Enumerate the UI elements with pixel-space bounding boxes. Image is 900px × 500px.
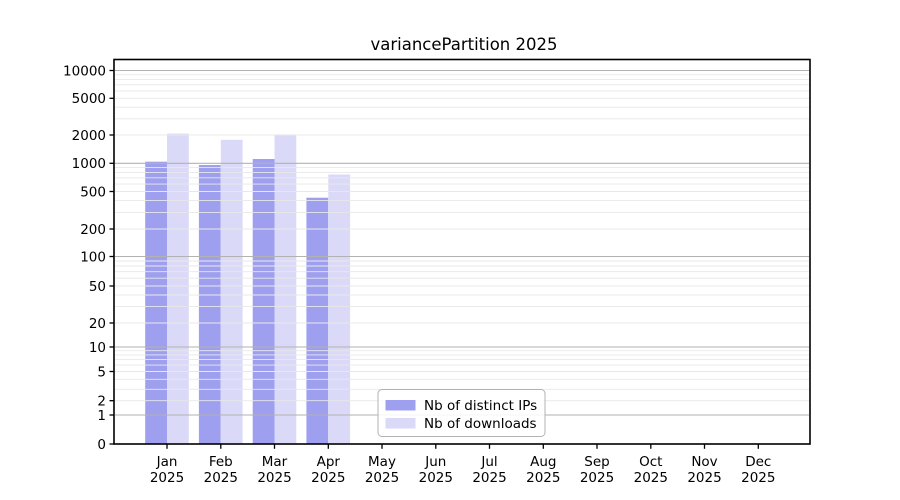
tick-labels-layer: 012510205010020050010002000500010000Jan2… — [63, 63, 775, 486]
x-tick-label-dec: Dec — [745, 454, 771, 470]
x-tick-year-may: 2025 — [365, 470, 399, 486]
plot-border — [113, 58, 811, 445]
y-tick-label-10: 10 — [89, 340, 106, 356]
bar-downloads-jan — [167, 133, 189, 444]
x-tick-label-oct: Oct — [639, 454, 662, 470]
bar-distinct-ips-feb — [198, 165, 221, 444]
y-tick-label-2: 2 — [97, 394, 106, 410]
y-tick-label-1000: 1000 — [72, 156, 106, 172]
x-tick-label-mar: Mar — [262, 454, 288, 470]
bar-distinct-ips-apr — [306, 197, 329, 444]
x-tick-year-apr: 2025 — [311, 470, 345, 486]
legend-box — [377, 389, 546, 437]
x-tick-label-jan: Jan — [156, 454, 178, 470]
y-tick-label-10000: 10000 — [63, 63, 106, 79]
x-tick-year-oct: 2025 — [634, 470, 668, 486]
y-tick-label-5: 5 — [97, 364, 106, 380]
y-tick-label-2000: 2000 — [72, 128, 106, 144]
x-tick-label-jun: Jun — [424, 454, 446, 470]
x-tick-year-jan: 2025 — [150, 470, 184, 486]
axes-layer — [109, 58, 811, 449]
x-tick-year-sep: 2025 — [580, 470, 614, 486]
bars-layer — [145, 133, 351, 445]
x-tick-label-sep: Sep — [584, 454, 609, 470]
bar-downloads-apr — [328, 174, 351, 444]
x-tick-label-aug: Aug — [530, 454, 556, 470]
y-tick-label-100: 100 — [80, 249, 106, 265]
x-tick-year-feb: 2025 — [204, 470, 238, 486]
bar-downloads-feb — [220, 139, 243, 445]
legend: Nb of distinct IPs Nb of downloads — [377, 389, 546, 437]
y-tick-label-1: 1 — [97, 408, 106, 424]
x-tick-year-jun: 2025 — [419, 470, 453, 486]
gridlines-layer — [114, 69, 810, 416]
legend-label-downloads: Nb of downloads — [424, 416, 537, 432]
x-tick-year-mar: 2025 — [257, 470, 291, 486]
x-tick-year-nov: 2025 — [687, 470, 721, 486]
y-tick-label-200: 200 — [80, 222, 106, 238]
x-tick-year-jul: 2025 — [472, 470, 506, 486]
x-tick-label-apr: Apr — [317, 454, 341, 470]
x-tick-label-nov: Nov — [691, 454, 717, 470]
x-tick-label-jul: Jul — [480, 454, 497, 470]
x-tick-year-dec: 2025 — [741, 470, 775, 486]
y-tick-label-0: 0 — [97, 437, 106, 453]
y-tick-label-50: 50 — [89, 279, 106, 295]
y-tick-label-5000: 5000 — [72, 91, 106, 107]
legend-swatch-downloads-icon — [385, 418, 416, 429]
chart-title: variancePartition 2025 — [370, 35, 557, 54]
legend-swatch-distinct-ips-icon — [385, 400, 416, 411]
legend-label-distinct-ips: Nb of distinct IPs — [424, 398, 537, 414]
x-tick-year-aug: 2025 — [526, 470, 560, 486]
bar-downloads-mar — [274, 134, 297, 444]
x-tick-label-may: May — [368, 454, 396, 470]
x-tick-label-feb: Feb — [209, 454, 233, 470]
y-tick-label-20: 20 — [89, 316, 106, 332]
bar-distinct-ips-mar — [252, 159, 275, 444]
y-tick-label-500: 500 — [80, 184, 106, 200]
bar-distinct-ips-jan — [145, 161, 167, 444]
